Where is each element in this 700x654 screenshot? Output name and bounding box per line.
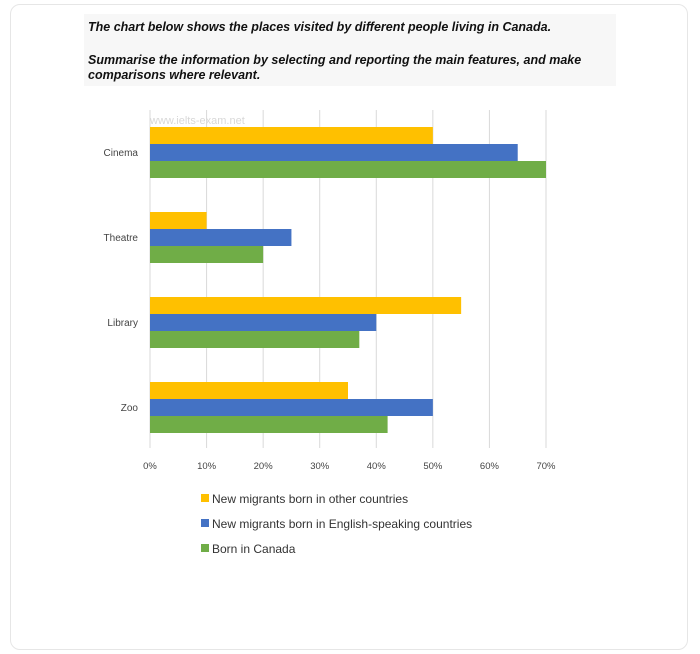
x-tick-label: 70%	[536, 461, 556, 472]
x-tick-label: 10%	[197, 461, 217, 472]
x-tick-label: 0%	[143, 461, 157, 472]
category-label: Theatre	[104, 233, 139, 244]
x-tick-label: 50%	[423, 461, 443, 472]
bar	[150, 399, 433, 416]
bar	[150, 297, 462, 314]
legend-entry: New migrants born in other countries	[212, 492, 408, 506]
bar	[150, 127, 433, 144]
bar	[150, 314, 377, 331]
bars	[150, 127, 546, 433]
x-tick-label: 20%	[254, 461, 274, 472]
bar	[150, 246, 264, 263]
x-tick-label: 30%	[310, 461, 330, 472]
x-tick-labels: 0% 10% 20% 30% 40% 50% 60% 70%	[143, 461, 556, 472]
legend-entry: New migrants born in English-speaking co…	[212, 517, 472, 531]
x-tick-label: 60%	[480, 461, 500, 472]
category-label: Zoo	[121, 403, 139, 414]
bar	[150, 144, 518, 161]
bar	[150, 331, 360, 348]
watermark-text: www.ielts-exam.net	[149, 115, 245, 127]
legend-swatch	[201, 519, 209, 527]
legend-swatch	[201, 544, 209, 552]
prompt-line-2: Summarise the information by selecting a…	[88, 53, 582, 82]
task-prompt-box: The chart below shows the places visited…	[84, 14, 616, 86]
bar	[150, 161, 546, 178]
bar	[150, 382, 348, 399]
legend-swatch	[201, 494, 209, 502]
legend: New migrants born in other countries New …	[201, 492, 472, 556]
category-labels: Cinema Theatre Library Zoo	[104, 148, 139, 414]
legend-entry: Born in Canada	[212, 542, 296, 556]
bar	[150, 212, 207, 229]
category-label: Library	[107, 318, 138, 329]
bar	[150, 229, 292, 246]
bar	[150, 416, 388, 433]
category-label: Cinema	[104, 148, 139, 159]
prompt-line-1: The chart below shows the places visited…	[88, 20, 552, 34]
x-tick-label: 40%	[367, 461, 387, 472]
